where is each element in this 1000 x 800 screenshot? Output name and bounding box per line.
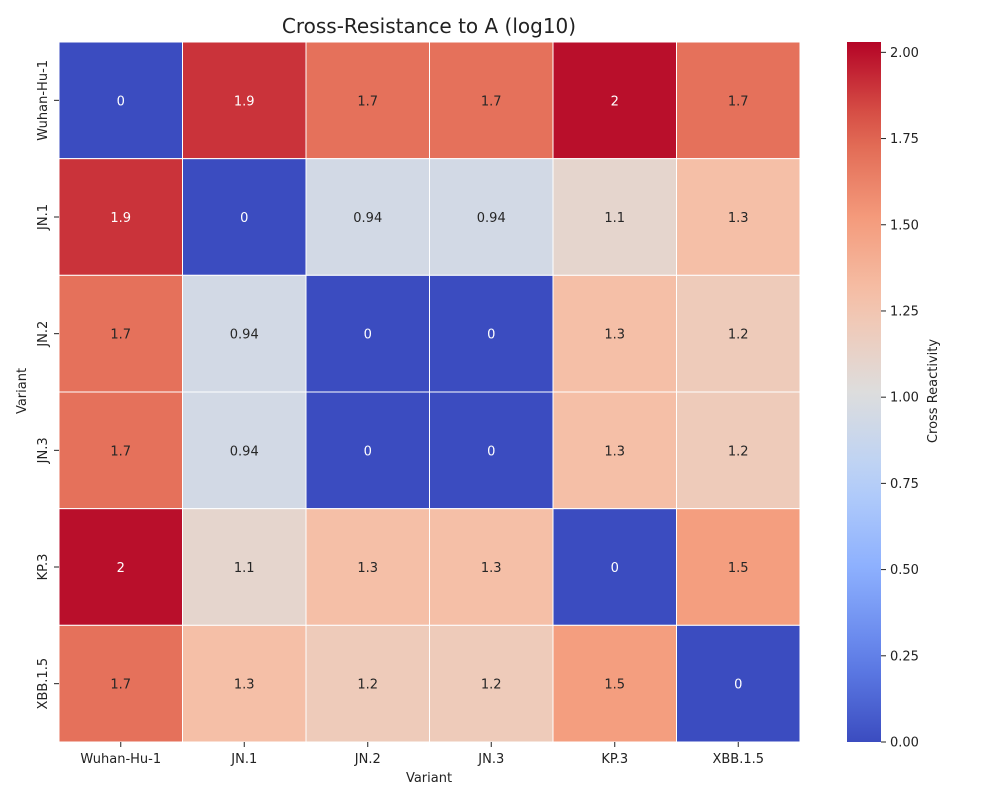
cell-value: 0.94 <box>353 211 382 226</box>
heatmap-cell <box>676 274 801 393</box>
heatmap-cell <box>676 41 801 160</box>
colorbar-tick-label: 0.50 <box>890 563 919 578</box>
y-tick-label: Wuhan-Hu-1 <box>36 60 51 141</box>
heatmap-cell <box>429 158 554 276</box>
colorbar: 0.00 0.25 0.50 0.75 1.00 1.25 1.50 1.75 2.00 <box>847 42 919 751</box>
cell-value: 0 <box>364 444 372 459</box>
colorbar-tick-label: 1.50 <box>890 218 919 233</box>
y-tick-label: JN.3 <box>36 437 51 464</box>
heatmap-cell <box>429 274 554 393</box>
cell-value: 0.94 <box>230 444 259 459</box>
cell-value: 1.2 <box>728 444 749 459</box>
heatmap-cell <box>182 274 307 393</box>
heatmap-cell <box>305 508 430 626</box>
y-axis-ticks: Wuhan-Hu-1 JN.1 JN.2 JN.3 KP.3 XBB.1.5 <box>36 60 59 709</box>
colorbar-tick-label: 1.75 <box>890 132 919 147</box>
cell-value: 1.9 <box>110 211 131 226</box>
heatmap-cell <box>676 158 801 276</box>
heatmap-cell <box>305 41 430 160</box>
heatmap-cell <box>58 274 183 393</box>
heatmap-cell <box>182 158 307 276</box>
x-tick-label: JN.2 <box>354 752 381 767</box>
cell-value: 1.1 <box>604 211 625 226</box>
heatmap-cell <box>58 41 183 160</box>
colorbar-tick-label: 0.00 <box>890 736 919 751</box>
cell-value: 1.2 <box>357 678 378 693</box>
cell-value: 1.3 <box>604 328 625 343</box>
colorbar-tick-label: 1.25 <box>890 304 919 319</box>
heatmap-cell <box>552 624 677 743</box>
cell-value: 1.3 <box>604 444 625 459</box>
heatmap-cell <box>676 508 801 626</box>
cell-value: 1.7 <box>110 328 131 343</box>
heatmap-cell <box>182 391 307 510</box>
x-tick-label: JN.3 <box>477 752 504 767</box>
cell-value: 1.7 <box>110 444 131 459</box>
heatmap-cell <box>58 508 183 626</box>
y-axis-label: Variant <box>15 368 30 414</box>
cell-value: 1.5 <box>728 561 749 576</box>
cell-value: 0 <box>734 678 742 693</box>
cell-value: 0.94 <box>230 328 259 343</box>
cell-value: 1.1 <box>234 561 255 576</box>
heatmap-cell <box>58 624 183 743</box>
y-tick-label: XBB.1.5 <box>36 658 51 710</box>
cell-value: 0 <box>364 328 372 343</box>
cell-value: 1.7 <box>110 678 131 693</box>
heatmap-cell <box>552 41 677 160</box>
cell-value: 0 <box>611 561 619 576</box>
colorbar-label: Cross Reactivity <box>926 339 941 443</box>
heatmap-cell <box>552 391 677 510</box>
x-axis-ticks: Wuhan-Hu-1 JN.1 JN.2 JN.3 KP.3 XBB.1.5 <box>80 742 764 767</box>
heatmap-cell <box>305 274 430 393</box>
cell-value: 2 <box>117 561 125 576</box>
heatmap-cell <box>676 624 801 743</box>
cell-value: 1.3 <box>357 561 378 576</box>
heatmap-cell <box>305 391 430 510</box>
cell-value: 1.2 <box>728 328 749 343</box>
colorbar-tick-label: 1.00 <box>890 391 919 406</box>
y-tick-label: KP.3 <box>36 554 51 581</box>
cell-value: 0 <box>240 211 248 226</box>
cell-value: 2 <box>611 94 619 109</box>
cell-value: 1.3 <box>728 211 749 226</box>
x-tick-label: KP.3 <box>601 752 628 767</box>
cell-value: 1.5 <box>604 678 625 693</box>
y-tick-label: JN.1 <box>36 204 51 231</box>
heatmap-cell <box>552 274 677 393</box>
cell-value: 0 <box>487 328 495 343</box>
cell-value: 0.94 <box>477 211 506 226</box>
y-tick-label: JN.2 <box>36 321 51 348</box>
cell-value: 0 <box>117 94 125 109</box>
chart-title: Cross-Resistance to A (log10) <box>282 14 576 38</box>
cell-value: 1.2 <box>481 678 502 693</box>
colorbar-tick-label: 2.00 <box>890 46 919 61</box>
cell-value: 1.7 <box>357 94 378 109</box>
heatmap-cell <box>182 41 307 160</box>
cell-value: 0 <box>487 444 495 459</box>
cell-value: 1.9 <box>234 94 255 109</box>
heatmap-cell <box>429 508 554 626</box>
heatmap-cells <box>58 41 801 743</box>
heatmap-cell <box>552 508 677 626</box>
colorbar-tick-label: 0.75 <box>890 477 919 492</box>
x-tick-label: XBB.1.5 <box>712 752 764 767</box>
heatmap-cell <box>429 41 554 160</box>
colorbar-gradient <box>847 42 881 742</box>
heatmap-cell <box>429 391 554 510</box>
cell-annotations: 0 1.9 1.7 1.7 2 1.7 1.9 0 0.94 0.94 1.1 1.3 1.7 0.94 0… <box>110 94 748 692</box>
cell-value: 1.3 <box>481 561 502 576</box>
x-tick-label: Wuhan-Hu-1 <box>80 752 161 767</box>
colorbar-tick-label: 0.25 <box>890 649 919 664</box>
cell-value: 1.7 <box>728 94 749 109</box>
x-tick-label: JN.1 <box>230 752 257 767</box>
cell-value: 1.3 <box>234 678 255 693</box>
x-axis-label: Variant <box>406 771 452 786</box>
heatmap-cell <box>676 391 801 510</box>
cell-value: 1.7 <box>481 94 502 109</box>
heatmap-cell <box>58 391 183 510</box>
